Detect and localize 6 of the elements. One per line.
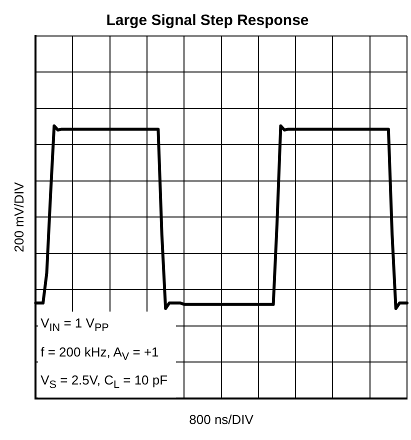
annotation: V$_{S}$ = 2.5V, C$_{L}$ = 10 pF xyxy=(40,372,168,394)
y-axis-title: 200 mV/DIV xyxy=(11,182,26,252)
x-axis-title: 800 ns/DIV xyxy=(189,412,254,427)
chart-title: Large Signal Step Response xyxy=(106,12,309,30)
annotation: f = 200 kHz, A$_{V}$ = +1 xyxy=(40,343,160,365)
annotation: V$_{IN}$ = 1 V$_{PP}$ xyxy=(40,314,110,336)
